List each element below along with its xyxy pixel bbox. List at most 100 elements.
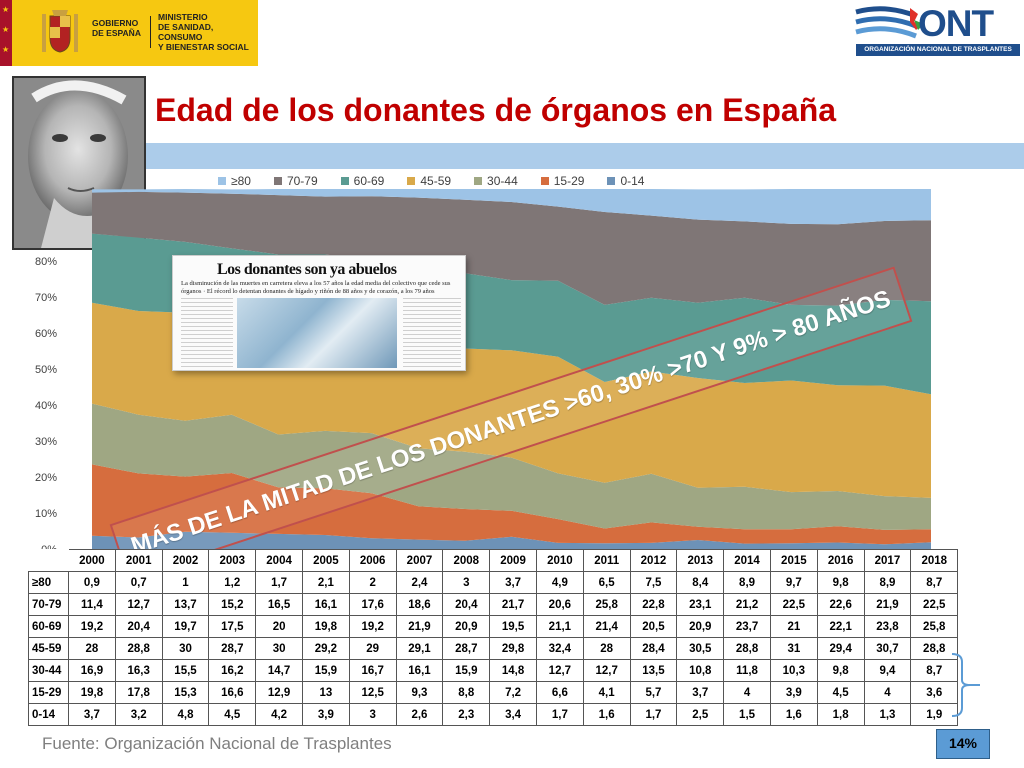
area-series-70-79 xyxy=(92,191,931,306)
table-year-header: 2014 xyxy=(723,549,771,572)
table-cell: 6,6 xyxy=(535,681,584,704)
table-cell: 21,2 xyxy=(723,593,771,616)
gov-line2: DE ESPAÑA xyxy=(92,28,141,38)
table-cell: 16,5 xyxy=(255,593,303,616)
table-cell: 8,9 xyxy=(723,571,771,594)
table-cell: 20,4 xyxy=(442,593,491,616)
table-cell: 4 xyxy=(863,681,912,704)
table-cell: 17,6 xyxy=(348,593,397,616)
table-cell: 25,8 xyxy=(582,593,631,616)
newspaper-subheadline: La disminución de las muertes en carrete… xyxy=(181,280,451,295)
table-row-label: ≥80 xyxy=(28,571,69,594)
table-cell: 0,9 xyxy=(68,571,116,594)
table-cell: 16,6 xyxy=(208,681,257,704)
table-year-header: 2006 xyxy=(348,549,397,572)
table-cell: 1,6 xyxy=(769,703,818,726)
table-row-label: 45-59 xyxy=(28,637,69,660)
table-cell: 9,8 xyxy=(816,659,865,682)
table-cell: 20,5 xyxy=(629,615,678,638)
table-year-header: 2004 xyxy=(255,549,303,572)
table-cell: 2,3 xyxy=(442,703,491,726)
table-cell: 1,3 xyxy=(863,703,912,726)
table-cell: 3,4 xyxy=(489,703,537,726)
table-cell: 1,2 xyxy=(208,571,257,594)
table-cell: 29,2 xyxy=(301,637,350,660)
table-corner xyxy=(28,549,69,572)
table-year-header: 2007 xyxy=(395,549,444,572)
table-cell: 4,9 xyxy=(535,571,584,594)
table-cell: 1,8 xyxy=(816,703,865,726)
table-year-header: 2001 xyxy=(114,549,163,572)
percent-badge: 14% xyxy=(936,729,990,759)
table-cell: 17,5 xyxy=(208,615,257,638)
table-cell: 19,7 xyxy=(161,615,210,638)
table-year-header: 2005 xyxy=(301,549,350,572)
table-cell: 22,5 xyxy=(910,593,959,616)
table-year-header: 2010 xyxy=(535,549,584,572)
table-cell: 0,7 xyxy=(114,571,163,594)
table-cell: 19,8 xyxy=(68,681,116,704)
y-tick-label: 50% xyxy=(35,364,57,376)
table-cell: 20,9 xyxy=(442,615,491,638)
table-year-header: 2000 xyxy=(68,549,116,572)
table-cell: 15,9 xyxy=(301,659,350,682)
table-cell: 6,5 xyxy=(582,571,631,594)
table-cell: 13,5 xyxy=(629,659,678,682)
legend-item: 45-59 xyxy=(407,172,451,190)
table-cell: 29,8 xyxy=(489,637,537,660)
table-row: 70-79 11,4 12,7 13,7 15,2 16,5 16,1 17,6 18,6 20,… xyxy=(28,593,959,616)
ont-subtitle: ORGANIZACIÓN NACIONAL DE TRASPLANTES xyxy=(856,44,1020,56)
table-cell: 11,8 xyxy=(723,659,771,682)
table-cell: 20,9 xyxy=(676,615,725,638)
table-cell: 3,9 xyxy=(301,703,350,726)
table-cell: 30,7 xyxy=(863,637,912,660)
legend-swatch xyxy=(218,177,226,185)
table-row-label: 0-14 xyxy=(28,703,69,726)
table-cell: 9,3 xyxy=(395,681,444,704)
table-cell: 4,5 xyxy=(816,681,865,704)
legend-item: 70-79 xyxy=(273,172,318,190)
table-cell: 16,2 xyxy=(208,659,257,682)
area-series-ge80 xyxy=(92,189,931,225)
newspaper-column-left xyxy=(181,298,233,368)
table-cell: 14,8 xyxy=(489,659,537,682)
bracket-icon xyxy=(951,653,980,717)
table-cell: 15,5 xyxy=(161,659,210,682)
table-cell: 4,2 xyxy=(255,703,303,726)
legend-label: 60-69 xyxy=(353,174,385,188)
table-cell: 31 xyxy=(769,637,818,660)
y-tick-label: 80% xyxy=(35,256,57,268)
legend-item: 15-29 xyxy=(540,172,584,190)
table-cell: 2,5 xyxy=(676,703,725,726)
newspaper-clipping: Los donantes son ya abuelos La disminuci… xyxy=(172,255,466,371)
table-row-label: 30-44 xyxy=(28,659,69,682)
table-cell: 16,9 xyxy=(68,659,116,682)
table-cell: 21,9 xyxy=(395,615,444,638)
table-cell: 11,4 xyxy=(68,593,116,616)
table-cell: 22,1 xyxy=(816,615,865,638)
gov-line1: GOBIERNO xyxy=(92,18,139,28)
table-cell: 8,9 xyxy=(863,571,912,594)
ont-logo-text: ONT xyxy=(918,3,994,44)
table-cell: 28,4 xyxy=(629,637,678,660)
y-tick-label: 10% xyxy=(35,508,57,520)
table-cell: 9,7 xyxy=(769,571,818,594)
table-cell: 3,2 xyxy=(114,703,163,726)
logo-divider xyxy=(150,16,151,48)
table-cell: 28,8 xyxy=(910,637,959,660)
table-cell: 30 xyxy=(255,637,303,660)
chart-legend: ≥80 70-79 60-69 45-59 30-44 15-29 0-14 xyxy=(218,172,667,190)
table-cell: 9,4 xyxy=(863,659,912,682)
table-cell: 17,8 xyxy=(114,681,163,704)
table-row-label: 15-29 xyxy=(28,681,69,704)
table-cell: 12,7 xyxy=(582,659,631,682)
table-cell: 12,7 xyxy=(535,659,584,682)
table-cell: 23,1 xyxy=(676,593,725,616)
table-cell: 22,8 xyxy=(629,593,678,616)
table-cell: 21 xyxy=(769,615,818,638)
table-cell: 3 xyxy=(348,703,397,726)
y-tick-label: 60% xyxy=(35,328,57,340)
table-cell: 3,7 xyxy=(68,703,116,726)
table-year-header: 2003 xyxy=(208,549,257,572)
table-row: 15-29 19,8 17,8 15,3 16,6 12,9 13 12,5 9,3 8,8 7,2… xyxy=(28,681,959,704)
